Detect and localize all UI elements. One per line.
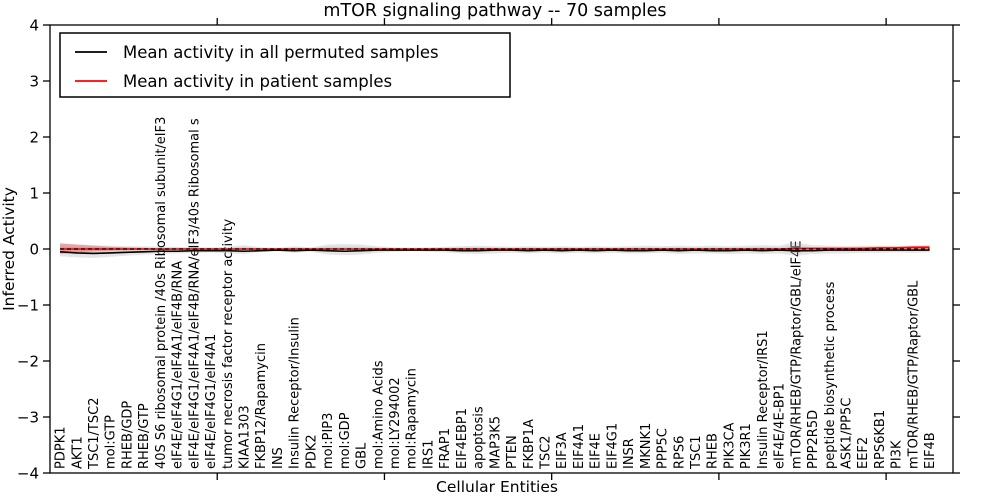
x-category-label: PIK3R1 [739,423,754,469]
x-category-label: EIF4B [923,432,938,469]
x-category-label: ASK1/PP5C [839,398,854,469]
x-category-label: RHEB/GDP [120,401,135,469]
x-category-label: EIF4G1 [605,423,620,469]
x-category-label: mol:LY294002 [388,377,403,469]
y-tick-label: 1 [29,185,39,203]
x-category-label: INSR [622,438,637,469]
x-category-label: EIF4EBP1 [455,408,470,469]
x-category-label: FKBP12/Rapamycin [254,343,269,469]
x-category-label: AKT1 [70,436,85,469]
x-category-label: TSC1/TSC2 [87,398,102,470]
x-category-label: EEF2 [856,437,871,469]
x-category-label: RPS6 [672,436,687,469]
x-category-label: RHEB/GTP [137,403,152,469]
x-category-label: PDK2 [304,434,319,469]
y-tick-label: −3 [17,409,39,427]
x-category-label: EIF4A1 [572,424,587,469]
x-category-label: EIF3A [555,432,570,469]
x-category-label: TSC1 [689,435,704,470]
x-category-label: KIAA1303 [237,405,252,469]
x-category-label: PPP5C [656,428,671,469]
x-category-label: RPS6KB1 [873,410,888,469]
x-axis-label: Cellular Entities [436,478,558,496]
x-category-label: GBL [355,442,370,469]
y-tick-label: −4 [17,465,39,483]
x-category-label: FRAP1 [438,428,453,469]
y-tick-label: 0 [29,241,39,259]
x-category-label: mol:GTP [104,415,119,469]
x-category-label: Insulin Receptor/Insulin [288,317,303,469]
x-category-label: peptide biosynthetic process [823,281,838,469]
x-category-label: eIF4E/4E-BP1 [773,383,788,469]
x-category-label: apoptosis [472,406,487,469]
x-category-label: INS [271,447,286,469]
x-category-label: mol:GDP [338,412,353,469]
legend-label-patient: Mean activity in patient samples [123,72,392,91]
x-category-label: FKBP1A [522,419,537,469]
x-category-label: eIF4E/eIF4G1/eIF4A1/eIF4B/RNA/eIF3/40s R… [187,118,202,469]
x-category-label: Insulin Receptor/IRS1 [756,330,771,469]
y-tick-label: 4 [29,17,39,35]
x-category-label: PDPK1 [54,427,69,470]
x-category-label: RHEB [706,433,721,469]
x-category-label: mol:Rapamycin [405,368,420,469]
legend-box [59,32,511,98]
legend-label-permuted: Mean activity in all permuted samples [123,43,439,62]
series-line-0 [59,249,930,255]
x-category-label: mTOR/RHEB/GTP/Raptor/GBL [906,280,921,469]
y-tick-label: −1 [17,297,39,315]
x-category-label: IRS1 [421,440,436,469]
x-category-label: MAP3K5 [488,416,503,469]
y-tick-label: −2 [17,353,39,371]
x-category-label: EIF4E [589,433,604,469]
x-category-label: mTOR/RHEB/GTP/Raptor/GBL/eIF4E [789,241,804,470]
y-tick-label: 3 [29,73,39,91]
x-category-label: 40S S6 ribosomal protein /40s Ribosomal … [154,117,169,469]
x-category-label: PPP2R5D [806,410,821,469]
x-category-label: mol:Amino Acids [371,360,386,469]
x-category-label: eIF4E/eIF4G1/eIF4A1 [204,334,219,469]
y-tick-label: 2 [29,129,39,147]
x-category-label: PTEN [505,435,520,469]
y-axis-label: Inferred Activity [0,187,18,311]
x-category-label: PIK3CA [722,422,737,469]
x-category-label: eIF4E/eIF4G1/eIF4A1/eIF4B/RNA [171,261,186,469]
chart-title: mTOR signaling pathway -- 70 samples [323,1,666,21]
plot-area: PDPK1 AKT1 TSC1/TSC2 mol:GTP RHEB/GDP RHEB/GT… [17,17,960,483]
x-category-label: PI3K [890,440,905,469]
x-category-label: TSC2 [538,435,553,470]
x-category-label: mol:PIP3 [321,413,336,469]
legend: Mean activity in all permuted samples Me… [59,32,511,98]
x-category-label: tumor necrosis factor receptor activity [221,218,236,469]
x-category-label: MKNK1 [639,423,654,469]
